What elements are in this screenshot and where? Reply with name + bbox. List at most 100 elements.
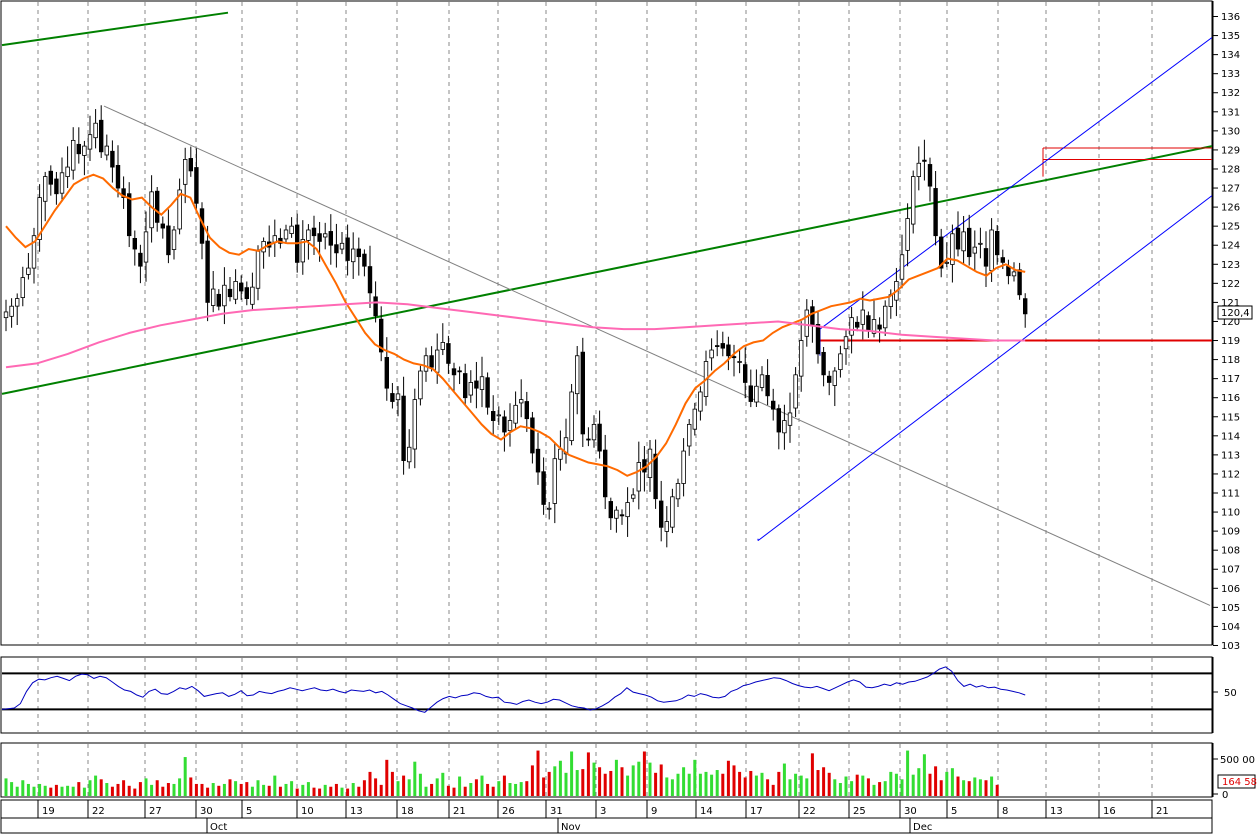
price-tick-label: 130 xyxy=(1221,126,1240,137)
candle-body xyxy=(59,172,65,194)
volume-bar xyxy=(178,778,182,796)
volume-bar xyxy=(894,773,898,796)
price-tick-label: 115 xyxy=(1221,412,1240,423)
candle-body xyxy=(26,267,31,275)
candle-body xyxy=(575,355,580,395)
candle-body xyxy=(238,282,244,292)
volume-bar xyxy=(290,781,294,796)
price-tick-label: 117 xyxy=(1221,374,1240,385)
candle-body xyxy=(905,218,910,251)
candle-body xyxy=(519,399,524,404)
date-tick-label: 25 xyxy=(853,806,866,817)
candle-body xyxy=(720,343,725,349)
candle-body xyxy=(216,293,221,307)
volume-bar xyxy=(995,784,999,796)
volume-bar xyxy=(519,782,523,796)
volume-bar xyxy=(525,781,529,796)
volume-bar xyxy=(402,775,406,796)
candle-body xyxy=(110,150,115,168)
candle-body xyxy=(754,385,759,403)
candle-body xyxy=(692,408,697,430)
price-tick-label: 110 xyxy=(1221,508,1240,519)
candle-body xyxy=(922,159,927,162)
volume-bar xyxy=(77,782,81,796)
volume-bar xyxy=(508,783,512,796)
volume-bar xyxy=(194,783,198,796)
candle-body xyxy=(446,343,451,364)
candle-body xyxy=(765,374,770,397)
candle-body xyxy=(771,400,776,410)
candle-body xyxy=(1011,271,1017,277)
volume-bar xyxy=(950,768,954,796)
volume-bar xyxy=(514,783,518,796)
candle-body xyxy=(76,143,81,155)
volume-bar xyxy=(956,776,960,796)
candle-body xyxy=(989,229,994,271)
candle-body xyxy=(983,248,989,267)
candle-body xyxy=(233,281,238,300)
volume-bar xyxy=(883,781,887,796)
volume-bar xyxy=(396,781,400,796)
volume-bar xyxy=(54,784,58,796)
candle-body xyxy=(149,191,154,229)
price-tick-label: 136 xyxy=(1221,12,1240,23)
volume-bar xyxy=(497,781,501,796)
candle-body xyxy=(401,395,406,461)
price-panel xyxy=(0,0,1213,646)
candle-body xyxy=(418,370,423,400)
volume-bar xyxy=(861,775,865,796)
candle-body xyxy=(306,229,311,241)
volume-bar xyxy=(698,773,702,796)
oscillator-axis: 50 xyxy=(1212,657,1237,733)
candle-body xyxy=(995,230,1000,256)
candle-body xyxy=(670,496,675,528)
volume-bar xyxy=(200,783,204,796)
volume-bar xyxy=(855,774,859,796)
volume-bar xyxy=(990,776,994,796)
date-tick-label: 13 xyxy=(1050,806,1063,817)
volume-bar xyxy=(441,772,445,796)
volume-bar xyxy=(782,763,786,796)
volume-bar xyxy=(312,787,316,796)
price-tick-label: 103 xyxy=(1221,641,1240,652)
candle-body xyxy=(535,448,541,473)
volume-bars xyxy=(4,750,999,796)
volume-bar xyxy=(687,773,691,796)
volume-bar xyxy=(715,770,719,796)
volume-bar xyxy=(614,759,618,796)
candle-body xyxy=(345,237,350,261)
candle-body xyxy=(485,377,490,408)
candle-body xyxy=(961,231,966,252)
price-tick-label: 118 xyxy=(1221,355,1240,366)
candle-body xyxy=(832,370,837,386)
volume-bar xyxy=(738,771,742,796)
channel-lower xyxy=(757,195,1212,542)
candle-body xyxy=(255,250,261,289)
volume-axis: 500 00 0 164 58 xyxy=(1212,743,1257,801)
volume-bar xyxy=(306,782,310,796)
volume-bar xyxy=(682,767,686,796)
candle-body xyxy=(726,344,731,357)
volume-bar xyxy=(368,771,372,796)
candle-body xyxy=(496,414,501,417)
candle-body xyxy=(300,239,305,263)
volume-bar xyxy=(267,785,271,796)
date-tick-label: 9 xyxy=(651,806,657,817)
date-tick-label: 13 xyxy=(350,806,363,817)
volume-bar xyxy=(424,786,428,796)
volume-bar xyxy=(838,783,842,796)
candle-body xyxy=(967,227,972,258)
candle-body xyxy=(160,223,165,229)
candle-body xyxy=(121,188,126,198)
trendlines xyxy=(1,11,1212,606)
candle-body xyxy=(406,446,412,463)
volume-bar xyxy=(474,779,478,796)
volume-bar xyxy=(480,775,484,796)
volume-bar xyxy=(693,759,697,796)
candle-body xyxy=(210,288,216,306)
candle-body xyxy=(619,514,625,517)
volume-bar xyxy=(822,767,826,796)
volume-bar xyxy=(256,780,260,796)
price-tick-label: 132 xyxy=(1221,88,1240,99)
candle-body xyxy=(804,309,809,337)
